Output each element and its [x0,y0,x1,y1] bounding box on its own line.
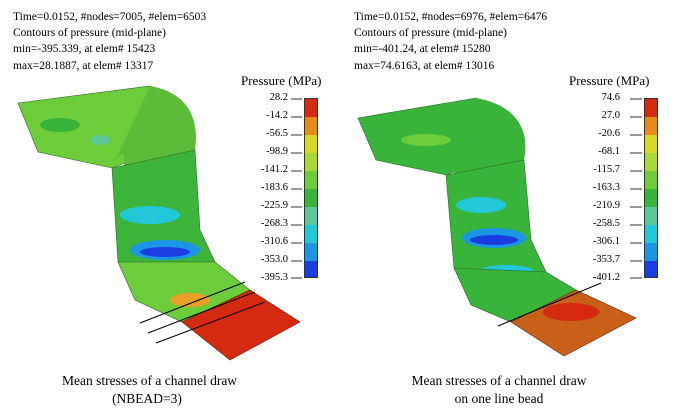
draw-bead-line [147,291,256,334]
legend-tick: -183.6 [260,182,288,193]
info-min: min=-401.24, at elem# 15280 [354,43,491,56]
legend-tick: -258.5 [592,218,620,229]
legend-tick: -210.9 [592,200,620,211]
bead-patch [170,293,210,307]
legend-tick: -401.2 [592,272,620,283]
wall-patch [140,247,190,257]
legend-tick: 74.6 [601,92,620,103]
legend-tick: -163.3 [592,182,620,193]
lower-flange-orange [510,289,637,357]
legend-tick: -306.1 [592,236,620,247]
info-contour-type: Contours of pressure (mid-plane) [354,27,507,40]
legend-tick-labels: 74.6 27.0 -20.6 -68.1 -115.7 -163.3 -210… [564,92,620,283]
legend-tick: -56.5 [266,128,288,139]
info-time-nodes: Time=0.0152, #nodes=6976, #elem=6476 [354,11,548,23]
info-time-nodes: Time=0.0152, #nodes=7005, #elem=6503 [13,11,207,23]
caption-line: Mean stresses of a channel draw [411,373,587,388]
caption-line: (NBEAD=3) [112,391,182,406]
legend-title: Pressure (MPa) [569,73,650,88]
legend-tick: 28.2 [269,92,288,103]
legend-tick: -353.7 [592,254,620,265]
draw-bead-line [497,282,602,327]
wall-patch [456,197,506,213]
info-contour-type: Contours of pressure (mid-plane) [13,27,166,40]
simulation-info: Time=0.0152, #nodes=6976, #elem=6476 Con… [354,9,547,74]
bead-patch [543,303,599,321]
legend-tick: -98.9 [266,146,288,157]
color-bar [304,98,318,278]
caption-line: on one line bead [454,391,544,406]
wall-patch [120,206,180,224]
figure-caption: Mean stresses of a channel draw (NBEAD=3… [62,372,238,408]
right-panel: Time=0.0152, #nodes=6976, #elem=6476 Con… [346,0,692,415]
legend-tick-labels: 28.2 -14.2 -56.5 -98.9 -141.2 -183.6 -22… [226,92,288,283]
color-bar [644,98,658,278]
flange-patch [401,134,451,146]
lower-flange-red [181,289,301,361]
simulation-info: Time=0.0152, #nodes=7005, #elem=6503 Con… [13,9,206,74]
channel-draw-model [357,97,637,357]
legend-tick: -141.2 [260,164,288,175]
legend-tick: -310.6 [260,236,288,247]
figure-caption: Mean stresses of a channel draw on one l… [404,372,594,408]
left-panel: Time=0.0152, #nodes=7005, #elem=6503 Con… [13,9,322,408]
channel-draw-model [17,85,301,361]
legend-tick: -268.3 [260,218,288,229]
wall-patch [470,235,518,245]
legend-tick: -20.6 [598,128,620,139]
info-min: min=-395.339, at elem# 15423 [13,43,156,56]
legend-tick: -14.2 [266,110,288,121]
legend-tick: -353.0 [260,254,288,265]
info-max: max=28.1887, at elem# 13317 [13,59,154,72]
flange-patch [90,135,110,145]
legend-tick: -395.3 [260,272,288,283]
legend-tick: -115.7 [593,164,620,175]
legend-tick: -68.1 [598,146,620,157]
draw-bead-line [155,301,266,344]
info-max: max=74.6163, at elem# 13016 [354,59,495,72]
legend-title: Pressure (MPa) [241,73,322,88]
legend-tick: -225.9 [260,200,288,211]
legend-tick: 27.0 [601,110,620,121]
draw-bead-line [139,281,246,324]
flange-patch [40,118,80,132]
caption-line: Mean stresses of a channel draw [62,373,238,388]
